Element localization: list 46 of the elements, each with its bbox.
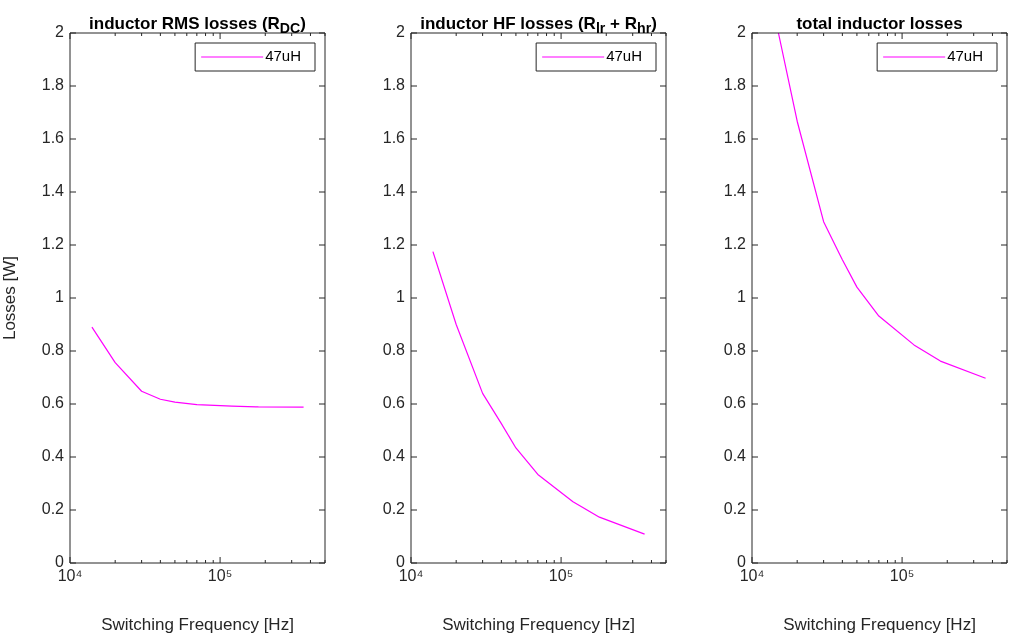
y-axis-title: Losses [W] (0, 255, 19, 341)
y-tick-label: 0.2 (41, 500, 65, 518)
legend-label: 47uH (606, 47, 642, 65)
y-tick-label: 1.6 (723, 129, 747, 147)
y-tick-label: 1.8 (41, 76, 65, 94)
y-tick-label: 1.2 (723, 235, 747, 253)
chart-title: total inductor losses (796, 14, 963, 34)
legend-label: 47uH (947, 47, 983, 65)
legend-label: 47uH (265, 47, 301, 65)
y-tick-label: 0.4 (723, 447, 747, 465)
y-tick-label: 1 (55, 288, 65, 306)
x-tick-label: 10⁵ (548, 567, 574, 585)
chart-title: inductor HF losses (R$_{lr}$ + R$_{hr}$) (420, 14, 657, 37)
y-tick-label: 0.4 (382, 447, 406, 465)
y-tick-label: 0.8 (382, 341, 406, 359)
y-tick-label: 0.8 (723, 341, 747, 359)
x-tick-label: 10⁵ (889, 567, 915, 585)
y-tick-label: 1.6 (382, 129, 406, 147)
y-tick-label: 1.4 (382, 182, 406, 200)
y-tick-label: 0.6 (382, 394, 406, 412)
chart-title: inductor RMS losses (R$_{DC}$) (89, 14, 306, 37)
y-tick-label: 2 (55, 23, 65, 41)
x-axis-title: Switching Frequency [Hz] (783, 615, 976, 635)
y-tick-label: 1.4 (41, 182, 65, 200)
y-tick-label: 2 (737, 23, 747, 41)
x-axis-title: Switching Frequency [Hz] (442, 615, 635, 635)
x-tick-label: 10⁴ (398, 567, 424, 585)
x-tick-label: 10⁴ (739, 567, 765, 585)
y-tick-label: 1.6 (41, 129, 65, 147)
y-tick-label: 1.4 (723, 182, 747, 200)
y-tick-label: 1.2 (41, 235, 65, 253)
y-tick-label: 0.8 (41, 341, 65, 359)
y-tick-label: 1.2 (382, 235, 406, 253)
y-tick-label: 0.2 (723, 500, 747, 518)
y-tick-label: 1.8 (382, 76, 406, 94)
y-tick-label: 0.2 (382, 500, 406, 518)
x-axis-title: Switching Frequency [Hz] (101, 615, 294, 635)
x-tick-label: 10⁴ (57, 567, 83, 585)
y-tick-label: 0.4 (41, 447, 65, 465)
y-tick-label: 1.8 (723, 76, 747, 94)
y-tick-label: 0.6 (41, 394, 65, 412)
y-tick-label: 1 (396, 288, 406, 306)
y-tick-label: 2 (396, 23, 406, 41)
x-tick-label: 10⁵ (207, 567, 233, 585)
y-tick-label: 1 (737, 288, 747, 306)
y-tick-label: 0.6 (723, 394, 747, 412)
